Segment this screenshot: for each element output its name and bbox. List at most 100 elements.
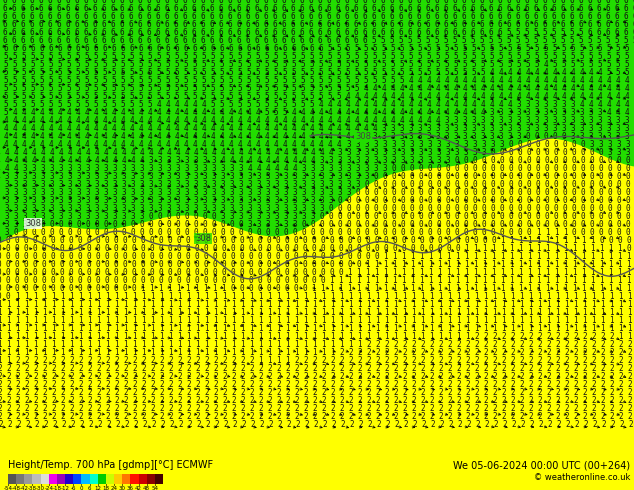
Text: 1: 1: [518, 236, 522, 245]
Text: 6: 6: [281, 12, 287, 21]
Text: 0: 0: [113, 220, 117, 229]
Text: 0: 0: [608, 204, 612, 213]
Text: 3: 3: [139, 180, 144, 189]
Text: 4: 4: [193, 132, 198, 141]
Text: 0: 0: [553, 140, 558, 149]
Text: 0: 0: [626, 212, 630, 221]
Text: 0: 0: [212, 276, 217, 285]
Text: 5: 5: [318, 68, 323, 77]
Text: 2: 2: [349, 404, 353, 413]
Text: 3: 3: [58, 188, 63, 197]
Text: 0: 0: [365, 228, 370, 237]
Text: 0: 0: [608, 236, 612, 245]
Text: 2: 2: [555, 340, 560, 349]
Text: 0: 0: [194, 236, 198, 245]
Text: 2: 2: [484, 404, 488, 413]
Text: 2: 2: [619, 420, 624, 429]
Text: 1: 1: [96, 292, 100, 301]
Text: 2: 2: [322, 412, 327, 421]
Text: 3: 3: [580, 124, 585, 133]
Text: 2: 2: [115, 420, 120, 429]
Text: 0: 0: [176, 212, 181, 221]
Text: 4: 4: [579, 100, 585, 109]
Text: 1: 1: [537, 300, 541, 309]
Text: 0: 0: [122, 260, 127, 269]
Text: 6: 6: [39, 20, 43, 29]
Text: 2: 2: [610, 412, 614, 421]
Text: 2: 2: [0, 396, 3, 405]
Text: 1: 1: [141, 284, 145, 293]
Text: 0: 0: [221, 236, 226, 245]
Text: 4: 4: [579, 68, 584, 77]
Text: 2: 2: [150, 380, 155, 389]
Text: 3: 3: [230, 172, 234, 181]
Text: 0: 0: [204, 276, 208, 285]
Text: 3: 3: [409, 148, 414, 157]
Text: 0: 0: [176, 276, 181, 285]
Text: 5: 5: [165, 92, 170, 101]
Text: 1: 1: [501, 308, 505, 317]
Text: 3: 3: [311, 188, 315, 197]
Text: 3: 3: [382, 140, 387, 149]
Text: 2: 2: [564, 364, 569, 373]
Text: 5: 5: [103, 92, 107, 101]
Text: 6: 6: [183, 4, 187, 13]
Text: 2: 2: [447, 340, 452, 349]
Text: 4: 4: [202, 108, 206, 117]
Text: 0: 0: [580, 164, 585, 173]
Text: 3: 3: [238, 164, 243, 173]
Text: 4: 4: [265, 132, 269, 141]
Text: 0: 0: [365, 220, 370, 229]
Text: 4: 4: [427, 76, 431, 85]
Text: 4: 4: [463, 92, 467, 101]
Text: 2: 2: [358, 356, 362, 365]
Text: 6: 6: [21, 20, 25, 29]
Text: 3: 3: [86, 196, 90, 205]
Text: 1: 1: [159, 316, 164, 325]
Bar: [57, 474, 65, 484]
Text: 0: 0: [553, 132, 557, 141]
Text: 2: 2: [465, 380, 470, 389]
Text: 1: 1: [6, 316, 11, 325]
Text: 5: 5: [256, 92, 260, 101]
Text: 2: 2: [313, 364, 317, 373]
Text: 1: 1: [6, 348, 11, 357]
Text: 2: 2: [223, 380, 227, 389]
Text: 2: 2: [628, 388, 632, 397]
Text: 0: 0: [463, 156, 468, 165]
Text: 1: 1: [501, 324, 505, 333]
Text: 1: 1: [618, 300, 623, 309]
Text: 6: 6: [372, 0, 376, 5]
Text: 6: 6: [408, 12, 412, 21]
Text: 3: 3: [32, 212, 36, 221]
Text: 6: 6: [345, 12, 349, 21]
Text: 1: 1: [123, 324, 127, 333]
Text: 2: 2: [573, 332, 578, 341]
Text: 1: 1: [24, 308, 29, 317]
Text: 1: 1: [312, 300, 316, 309]
Text: 2: 2: [565, 396, 569, 405]
Text: 2: 2: [582, 340, 587, 349]
Text: 1: 1: [267, 348, 272, 357]
Text: 2: 2: [34, 380, 38, 389]
Text: 4: 4: [31, 148, 36, 157]
Text: 3: 3: [445, 124, 450, 133]
Text: 4: 4: [481, 108, 486, 117]
Text: 1: 1: [150, 300, 154, 309]
Text: 2: 2: [429, 372, 434, 381]
Text: 5: 5: [129, 100, 134, 109]
Text: 1: 1: [581, 260, 586, 269]
Text: 5: 5: [148, 100, 152, 109]
Text: 2: 2: [528, 348, 533, 357]
Text: 0: 0: [41, 276, 46, 285]
Text: 2: 2: [106, 420, 110, 429]
Text: 6: 6: [318, 36, 323, 45]
Text: 2: 2: [268, 420, 273, 429]
Text: 2: 2: [574, 396, 578, 405]
Text: 2: 2: [448, 364, 452, 373]
Text: 3: 3: [230, 180, 234, 189]
Text: 3: 3: [14, 196, 18, 205]
Text: 0: 0: [240, 276, 244, 285]
Text: 6: 6: [605, 4, 611, 13]
Text: 1: 1: [563, 228, 567, 237]
